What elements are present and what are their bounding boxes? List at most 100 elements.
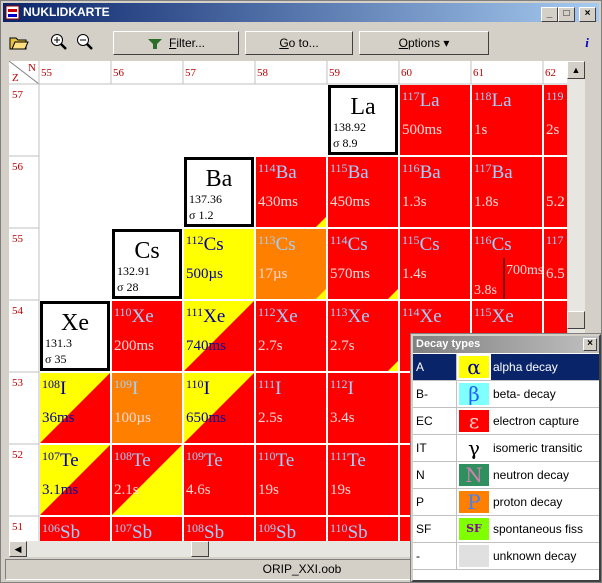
nuclide-cell[interactable]: 108Sb <box>184 517 254 541</box>
element-symbol: Cs <box>492 234 512 255</box>
decay-description: isomeric transitic <box>493 441 583 455</box>
nuclide-cell[interactable]: 110I 650ms <box>184 373 254 443</box>
nuclide-cell[interactable]: 107Sb <box>112 517 182 541</box>
status-text: ORIP_XXI.oob <box>262 562 342 576</box>
element-symbol: Xe <box>420 306 442 327</box>
nuclide-cell[interactable]: 115Ba 450ms <box>328 157 398 227</box>
decay-symbol: ε <box>459 410 489 432</box>
nuclide-name: 110Sb <box>330 521 368 541</box>
close-button[interactable]: × <box>579 7 596 22</box>
cell-fill <box>184 445 254 515</box>
minimize-button[interactable]: _ <box>541 7 558 22</box>
nuclide-cell[interactable]: 113Xe 2.7s <box>328 301 398 371</box>
element-symbol: Sb <box>132 522 152 541</box>
nuclide-cell[interactable]: 115Cs 1.4s <box>400 229 470 299</box>
filter-button[interactable]: Filter... <box>113 31 239 55</box>
mass-number: 108 <box>186 521 204 535</box>
nuclide-cell[interactable]: 106Sb <box>40 517 110 541</box>
nuclide-cell[interactable]: 117La 500ms <box>400 85 470 155</box>
nuclide-name: 113Xe <box>330 305 370 327</box>
cell-lower <box>184 373 254 443</box>
decay-type-row[interactable]: B-β beta- decay <box>413 381 599 408</box>
goto-button[interactable]: Go to... <box>245 31 353 55</box>
decay-description: beta- decay <box>493 387 556 401</box>
nuclide-cell[interactable]: 114Ba 430ms <box>256 157 326 227</box>
mass-number: 107 <box>114 521 132 535</box>
zoom-out-button[interactable] <box>75 33 95 51</box>
nuclide-cell[interactable]: 5.2 <box>544 157 567 227</box>
open-button[interactable] <box>9 33 29 51</box>
maximize-button[interactable]: □ <box>558 7 575 22</box>
mass-number: 110 <box>258 449 276 463</box>
decay-type-row[interactable]: - unknown decay <box>413 543 599 570</box>
zoom-in-button[interactable] <box>49 33 69 51</box>
mass-number: 107 <box>42 449 60 463</box>
decay-description: alpha decay <box>491 354 599 380</box>
nuclide-cell[interactable]: 109Te 4.6s <box>184 445 254 515</box>
decay-type-row[interactable]: SF SF spontaneous fiss <box>413 516 599 543</box>
corner-diagonal <box>9 61 40 85</box>
nuclide-cell[interactable]: 110Sb <box>328 517 398 541</box>
mass-number: 109 <box>258 521 276 535</box>
nuclide-cell[interactable]: 110Xe 200ms <box>112 301 182 371</box>
nuclide-cell[interactable]: 116Ba 1.3s <box>400 157 470 227</box>
nuclide-cell[interactable]: 107Te 3.1ms <box>40 445 110 515</box>
half-life: 200ms <box>114 338 154 354</box>
cell-fill <box>328 229 398 299</box>
nuclide-cell[interactable]: 110Te 19s <box>256 445 326 515</box>
decay-description: proton decay <box>493 495 563 509</box>
mass-number: 117 <box>402 89 420 103</box>
cross-section: σ 1.2 <box>189 208 213 222</box>
half-life: 500µs <box>186 266 223 282</box>
options-button[interactable]: Options ▾ <box>359 31 489 55</box>
element-symbol: Cs <box>204 234 224 255</box>
decay-type-row[interactable]: IT γ isomeric transitic <box>413 435 599 462</box>
z-label: 54 <box>12 305 24 317</box>
element-symbol: Cs <box>276 234 296 255</box>
nuclide-cell[interactable]: 111Te 19s <box>328 445 398 515</box>
nuclide-cell[interactable]: 108Te 2.1s <box>112 445 182 515</box>
nuclide-cell[interactable]: 112Cs 500µs <box>184 229 254 299</box>
svg-text:i: i <box>585 35 589 49</box>
scroll-left-button[interactable]: ◀ <box>9 541 27 557</box>
element-symbol: Xe <box>348 306 370 327</box>
nuclide-cell[interactable]: 109Sb <box>256 517 326 541</box>
nuclide-cell[interactable]: 108I 36ms <box>40 373 110 443</box>
nuclide-cell[interactable]: 117 6.5 <box>544 229 567 299</box>
mass-number: 113 <box>258 233 276 247</box>
nuclide-cell[interactable]: 112I 3.4s <box>328 373 398 443</box>
nuclide-cell[interactable]: 114Cs 570ms <box>328 229 398 299</box>
nuclide-cell[interactable]: 112Xe 2.7s <box>256 301 326 371</box>
element-symbol: La <box>492 90 513 111</box>
nuclide-name: 107Sb <box>114 521 152 541</box>
cell-fill <box>256 229 326 299</box>
half-life: 2.7s <box>330 338 355 354</box>
scroll-up-button[interactable]: ▲ <box>567 61 585 79</box>
half-life: 2.7s <box>258 338 283 354</box>
nuclide-name: 115Cs <box>402 233 440 255</box>
nuclide-cell[interactable]: 111I 2.5s <box>256 373 326 443</box>
nuclide-cell[interactable]: 116Cs 3.8s 700ms <box>472 229 543 299</box>
nuclide-cell[interactable]: 109I 100µs <box>112 373 182 443</box>
nuclide-cell[interactable]: 111Xe 740ms <box>184 301 254 371</box>
horizontal-thumb[interactable] <box>191 541 209 557</box>
cell-fill <box>400 229 470 299</box>
nuclide-cell[interactable]: 119 2s <box>544 85 567 155</box>
vertical-thumb[interactable] <box>567 311 585 329</box>
half-life: 4.6s <box>186 482 211 498</box>
nuclide-cell[interactable]: 117Ba 1.8s <box>472 157 542 227</box>
info-button[interactable]: i <box>581 35 593 49</box>
nuclide-cell[interactable]: 113Cs 17µs <box>256 229 326 299</box>
element-symbol: I <box>204 378 210 399</box>
panel-close-button[interactable]: × <box>583 338 597 351</box>
decay-type-row[interactable]: EC ε electron capture <box>413 408 599 435</box>
half-life: 17µs <box>258 266 288 282</box>
